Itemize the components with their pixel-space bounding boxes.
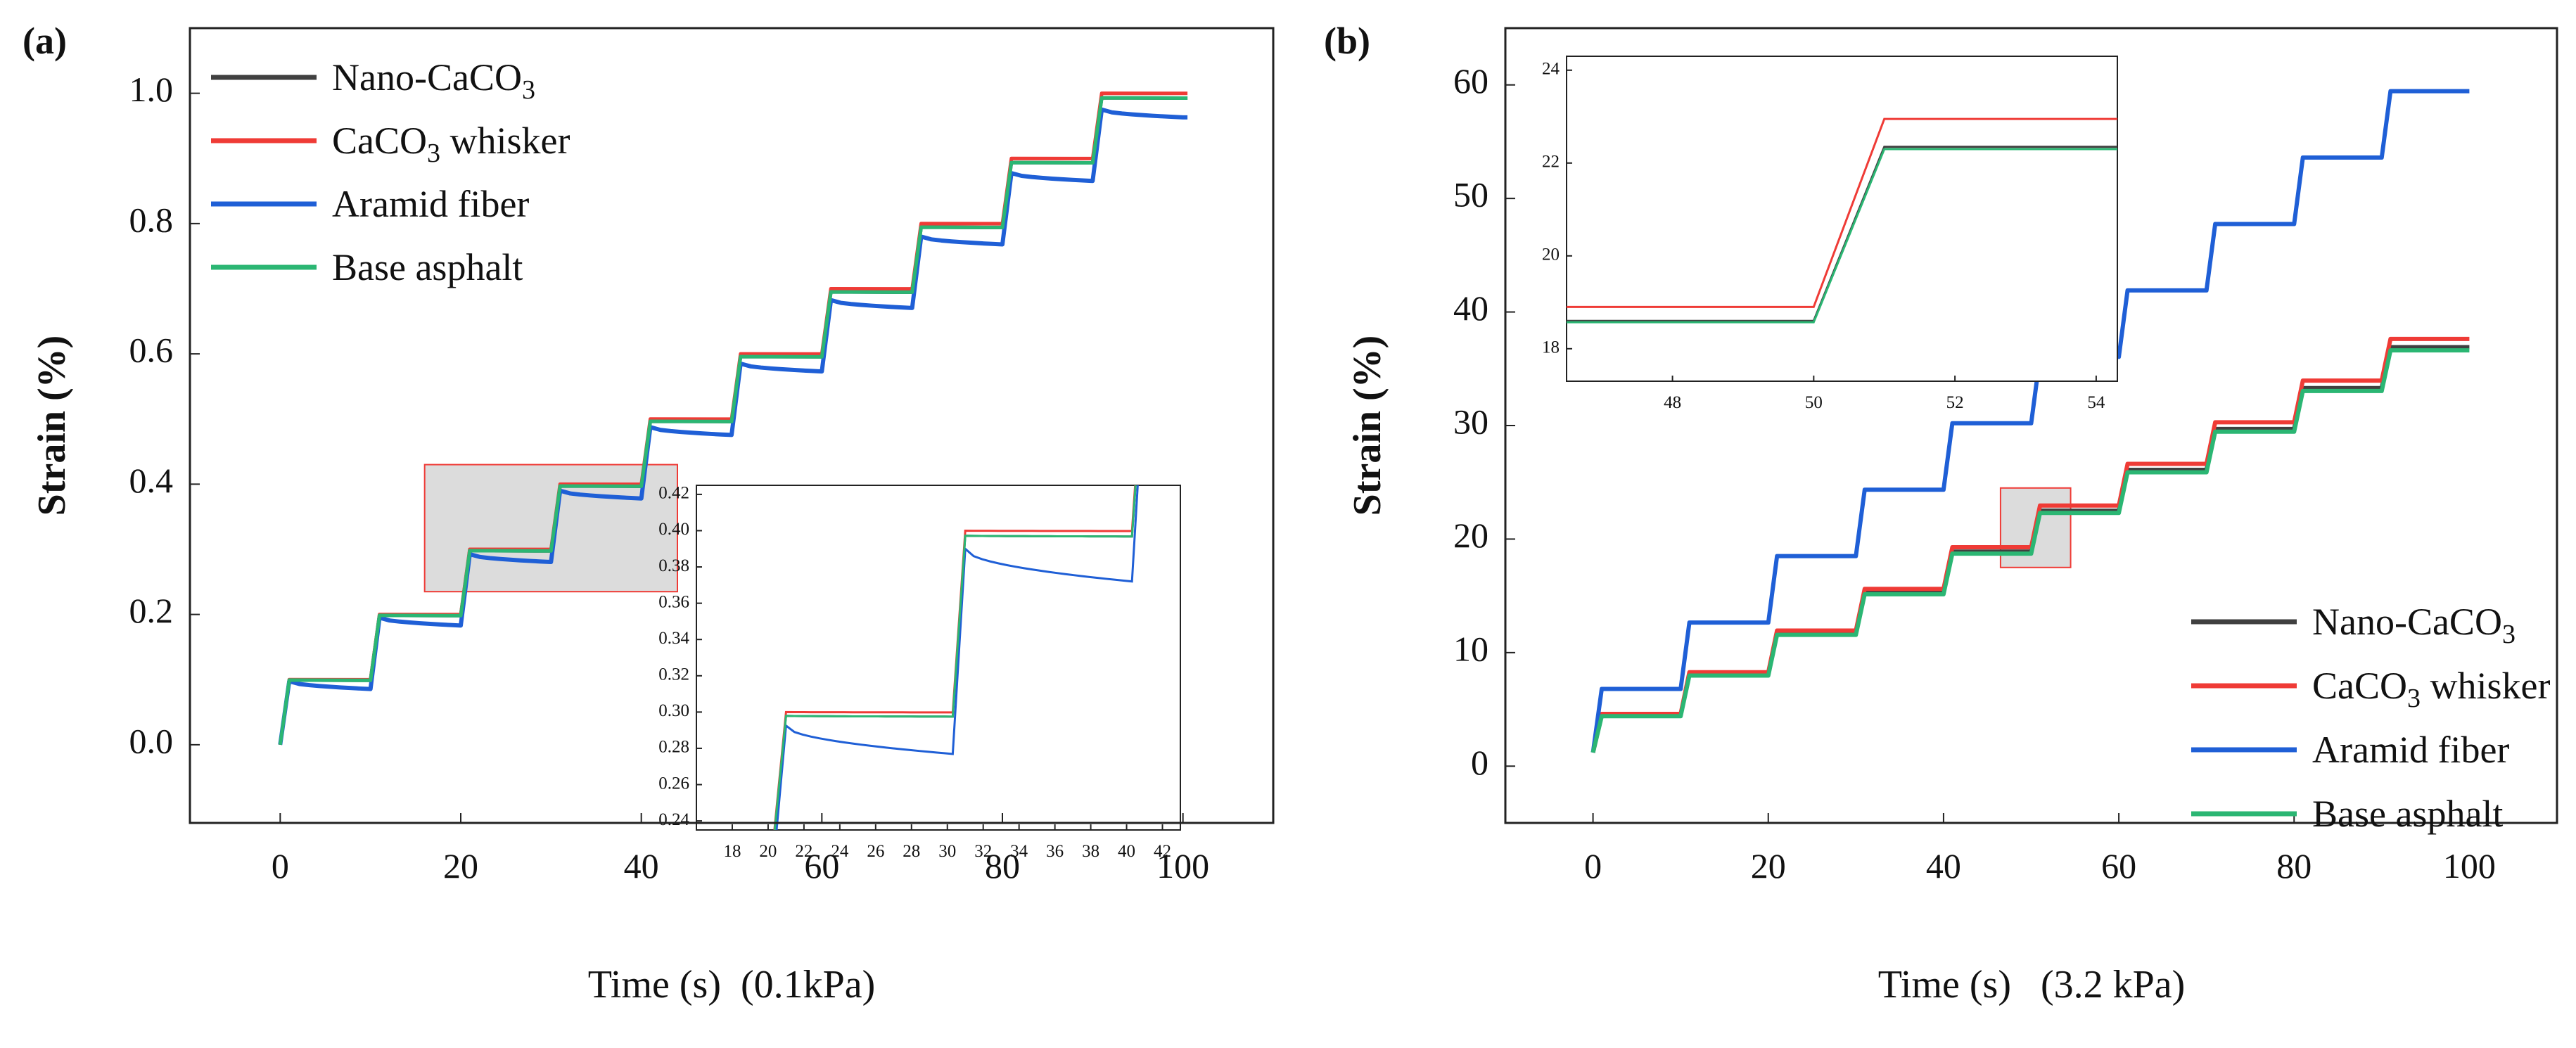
legend-label: Nano-CaCO3	[2312, 601, 2516, 649]
y-tick-label: 0.34	[658, 629, 689, 648]
legend-label: CaCO3 whisker	[332, 120, 570, 168]
y-tick-label: 20	[1453, 516, 1488, 555]
x-tick-label: 34	[1010, 842, 1028, 861]
y-tick-label: 0.42	[658, 484, 689, 503]
plot-frame	[189, 27, 1275, 824]
inset-lines	[1567, 117, 2117, 324]
y-tick-label: 40	[1453, 288, 1488, 328]
y-tick-label: 0.28	[658, 738, 689, 757]
series-line	[1590, 348, 2470, 753]
panel-b-label: (b)	[1324, 20, 1370, 62]
y-axis-label: Strain (%)	[1346, 336, 1389, 516]
axis-ticks: 0 20 40 60 80 100 0 10 20 30 40 50 60	[1453, 61, 2496, 886]
y-tick-label: 0.0	[129, 721, 174, 760]
y-tick-label: 0.38	[658, 556, 689, 575]
legend-label: Base asphalt	[332, 246, 523, 288]
x-tick-label: 24	[831, 842, 849, 861]
y-tick-label: 0	[1471, 743, 1488, 782]
plot-lines	[278, 91, 1188, 746]
x-tick-label: 80	[2276, 846, 2312, 886]
y-tick-label: 0.8	[129, 200, 174, 239]
inset-series-line	[1567, 117, 2117, 308]
panel-b: (b) 48 50 52 54 18 20 22 24 0 20 40 60 80 100 0 10 20 30…	[1324, 20, 2558, 1007]
legend-label: Aramid fiber	[332, 183, 529, 225]
series-line	[1590, 89, 2470, 753]
inset-frame	[1566, 56, 2118, 382]
x-tick-label: 60	[2101, 846, 2136, 886]
inset-lines	[773, 485, 1139, 830]
x-tick-label: 50	[1805, 393, 1823, 412]
x-tick-label: 54	[2087, 393, 2105, 412]
inset-frame	[696, 485, 1181, 831]
inset-plot: 18 20 22 24 26 28 30 32 34 36 38 40 42 0.24 0.26 0.28 0.…	[658, 484, 1181, 861]
y-tick-label: 0.6	[129, 331, 174, 370]
x-tick-label: 42	[1154, 842, 1171, 861]
y-tick-label: 0.40	[658, 520, 689, 539]
y-tick-label: 1.0	[129, 70, 174, 109]
y-tick-label: 22	[1542, 153, 1560, 172]
x-tick-label: 20	[443, 846, 478, 886]
inset-ticks: 48 50 52 54 18 20 22 24	[1542, 60, 2105, 412]
x-tick-label: 20	[1751, 846, 1786, 886]
y-tick-label: 10	[1453, 629, 1488, 668]
x-tick-label: 26	[867, 842, 884, 861]
y-tick-label: 24	[1542, 60, 1560, 79]
x-tick-label: 60	[804, 846, 839, 886]
y-tick-label: 30	[1453, 402, 1488, 441]
y-tick-label: 0.4	[129, 461, 174, 500]
y-tick-label: 60	[1453, 61, 1488, 101]
y-tick-label: 18	[1542, 338, 1560, 357]
legend-label: Base asphalt	[2312, 793, 2503, 835]
y-tick-label: 0.26	[658, 774, 689, 793]
x-tick-label: 100	[1156, 846, 1209, 886]
x-tick-label: 40	[1118, 842, 1135, 861]
y-tick-label: 20	[1542, 245, 1560, 264]
x-tick-label: 52	[1946, 393, 1964, 412]
x-tick-label: 48	[1664, 393, 1681, 412]
x-tick-label: 22	[795, 842, 812, 861]
legend-label: CaCO3 whisker	[2312, 665, 2550, 713]
inset-plot: 48 50 52 54 18 20 22 24	[1542, 56, 2118, 412]
inset-series-line	[775, 485, 1139, 830]
y-tick-label: 0.32	[658, 665, 689, 684]
y-tick-label: 0.24	[658, 810, 689, 829]
x-tick-label: 36	[1046, 842, 1064, 861]
x-tick-label: 32	[974, 842, 992, 861]
x-tick-label: 40	[624, 846, 659, 886]
x-tick-label: 20	[759, 842, 777, 861]
x-tick-label: 0	[272, 846, 289, 886]
y-tick-label: 0.2	[129, 591, 174, 630]
x-tick-label: 0	[1584, 846, 1602, 886]
x-tick-label: 100	[2443, 846, 2496, 886]
x-axis-label: Time (s) (0.1kPa)	[588, 963, 876, 1007]
x-axis-label: Time (s) (3.2 kPa)	[1878, 963, 2186, 1007]
inset-series-line	[1567, 148, 2117, 324]
panel-a-label: (a)	[23, 20, 67, 62]
y-tick-label: 0.36	[658, 592, 689, 611]
x-tick-label: 30	[938, 842, 956, 861]
series-line	[278, 96, 1188, 746]
x-tick-label: 18	[723, 842, 741, 861]
legend-label: Aramid fiber	[2312, 729, 2509, 771]
legend: Nano-CaCO3 CaCO3 whisker Aramid fiber Base …	[2191, 601, 2550, 835]
inset-series-line	[773, 485, 1137, 830]
y-tick-label: 0.30	[658, 701, 689, 720]
panel-a: (a) 18 20 22 24 26 28 30 32 34 36 38 40 42 0.24 0.26 0.…	[23, 20, 1275, 1007]
x-tick-label: 80	[985, 846, 1020, 886]
x-tick-label: 28	[903, 842, 920, 861]
y-axis-label: Strain (%)	[30, 336, 74, 516]
x-tick-label: 38	[1082, 842, 1099, 861]
legend: Nano-CaCO3 CaCO3 whisker Aramid fiber Base …	[211, 56, 570, 288]
inset-ticks: 18 20 22 24 26 28 30 32 34 36 38 40 42 0.24 0.26 0.28 0.…	[658, 484, 1171, 861]
axis-ticks: 0 20 40 60 80 100 0.0 0.2 0.4 0.6 0.8 1.0	[129, 70, 1210, 886]
x-tick-label: 40	[1926, 846, 1961, 886]
legend-label: Nano-CaCO3	[332, 56, 535, 105]
y-tick-label: 50	[1453, 175, 1488, 215]
plot-lines	[1590, 89, 2470, 753]
